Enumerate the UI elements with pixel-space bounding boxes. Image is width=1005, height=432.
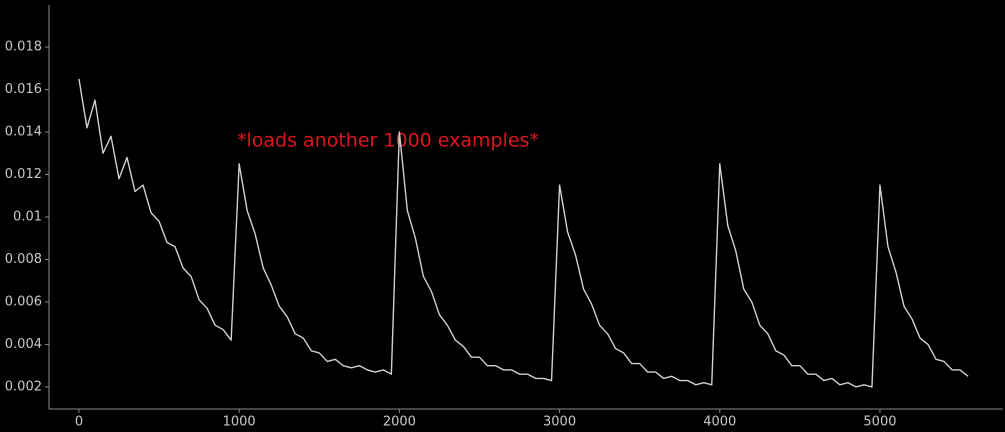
y-tick-label: 0.008 xyxy=(5,252,42,267)
x-tick-label: 4000 xyxy=(703,415,736,430)
y-tick-label: 0.016 xyxy=(5,82,42,97)
x-tick-label: 5000 xyxy=(863,415,896,430)
y-tick-label: 0.018 xyxy=(5,40,42,55)
loss-line xyxy=(78,78,969,388)
y-tick-label: 0.01 xyxy=(13,209,42,224)
y-tick-label: 0.014 xyxy=(5,125,42,140)
y-tick-label: 0.002 xyxy=(5,379,42,394)
x-tick-label: 0 xyxy=(75,415,83,430)
y-tick-label: 0.004 xyxy=(5,337,42,352)
x-tick-label: 1000 xyxy=(223,415,256,430)
annotation: *loads another 1000 examples* xyxy=(237,130,539,152)
y-tick-label: 0.006 xyxy=(5,294,42,309)
x-tick-label: 3000 xyxy=(543,415,576,430)
y-tick-label: 0.012 xyxy=(5,167,42,182)
x-tick-label: 2000 xyxy=(383,415,416,430)
